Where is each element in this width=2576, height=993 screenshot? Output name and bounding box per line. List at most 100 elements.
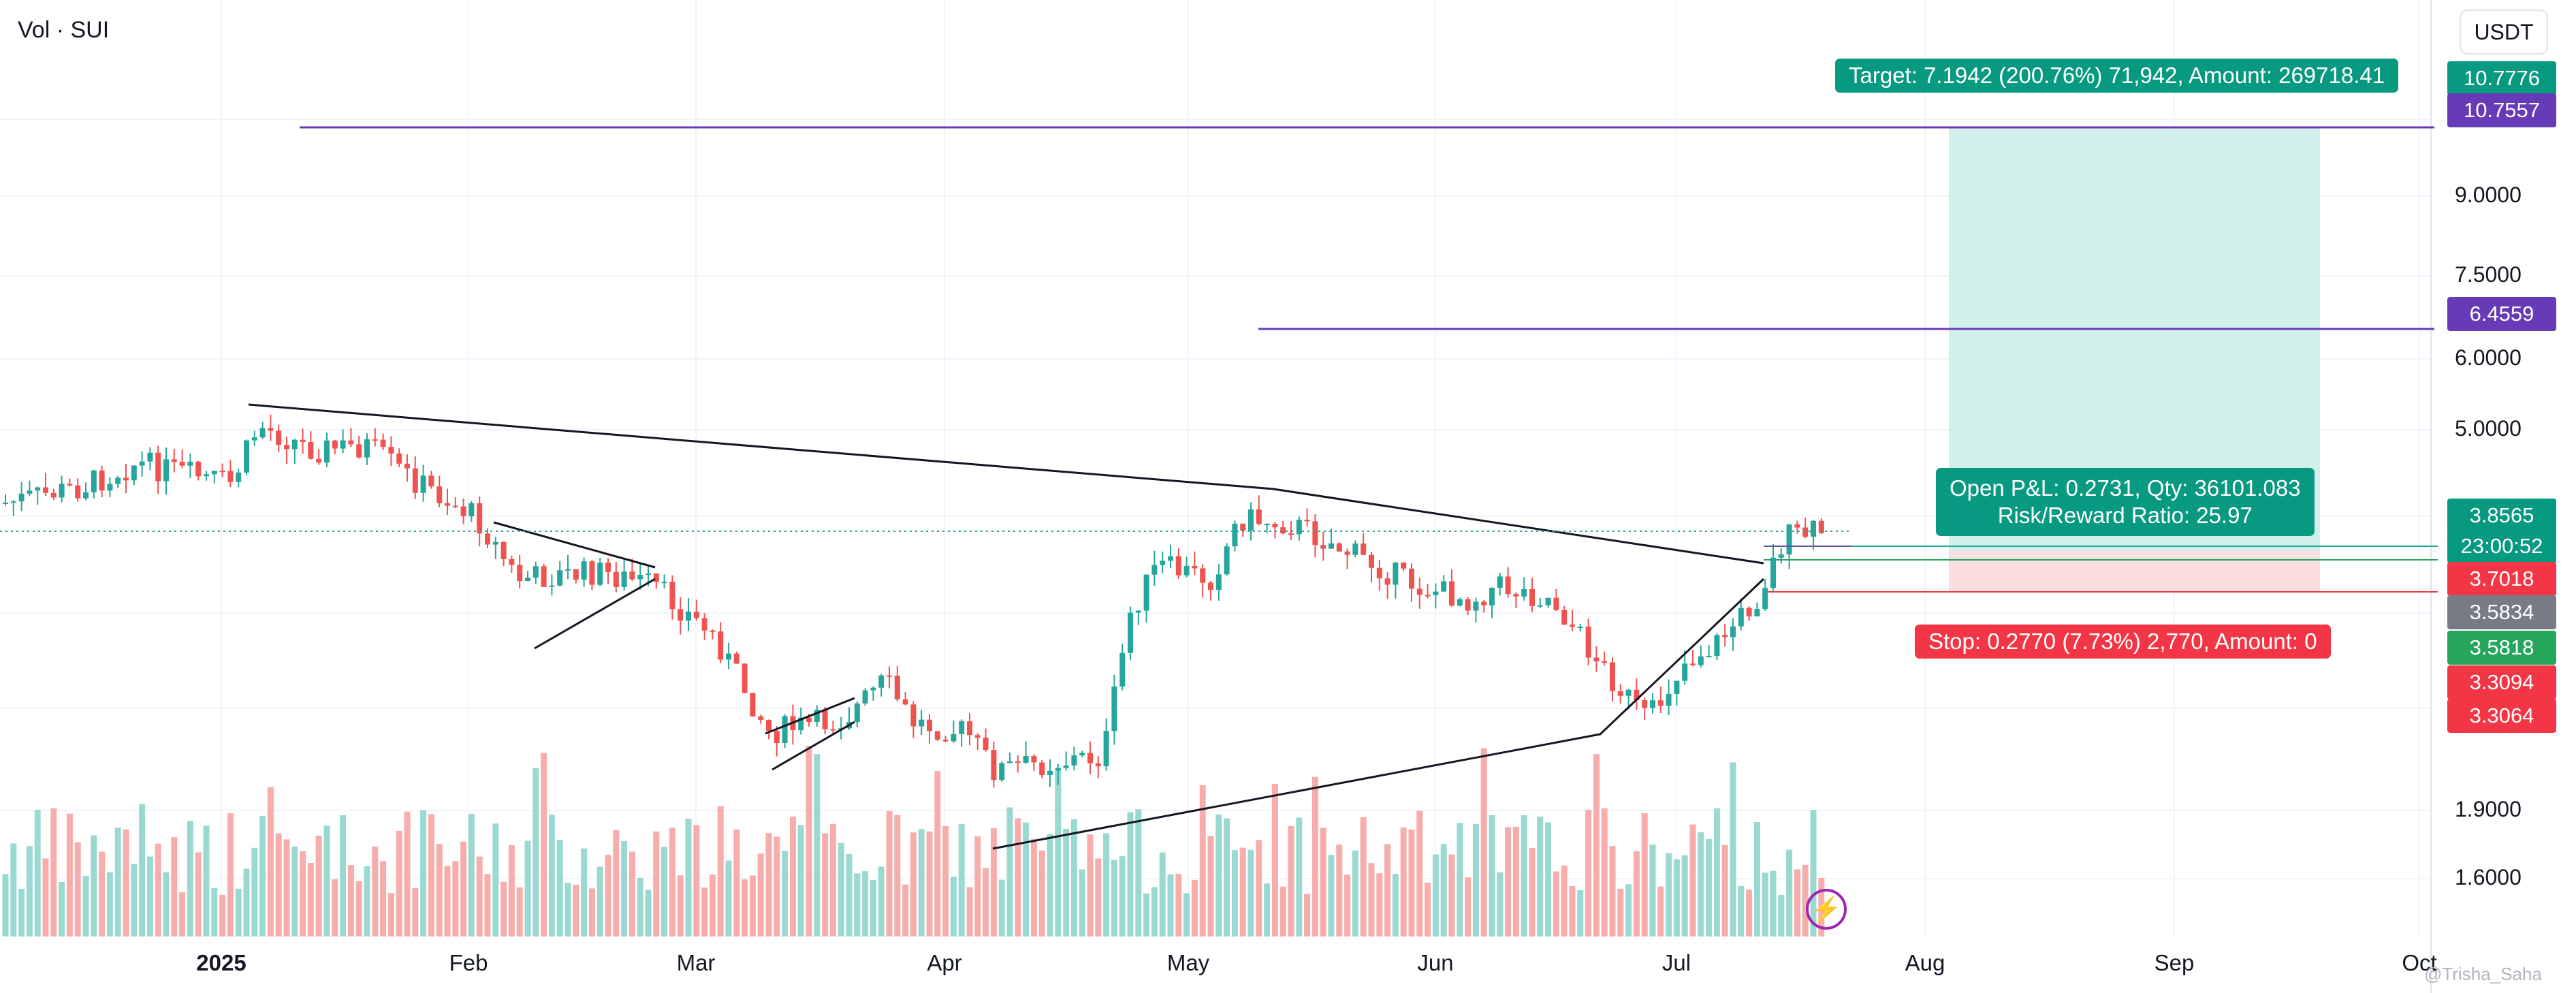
candle-body bbox=[1786, 524, 1792, 555]
volume-bar bbox=[1199, 785, 1206, 936]
candle-body bbox=[742, 663, 748, 693]
volume-bar bbox=[1328, 855, 1335, 936]
candle-body bbox=[1425, 595, 1431, 597]
candle-body bbox=[276, 430, 282, 445]
stop-label[interactable]: Stop: 0.2770 (7.73%) 2,770, Amount: 0 bbox=[1915, 625, 2331, 659]
volume-bar bbox=[195, 852, 202, 936]
volume-bar bbox=[106, 872, 113, 936]
candle-body bbox=[1143, 574, 1149, 611]
candle-body bbox=[1055, 768, 1061, 771]
currency-unit-button[interactable]: USDT bbox=[2460, 10, 2548, 54]
volume-bar bbox=[1706, 838, 1713, 936]
indicator-legend[interactable]: Vol · SUI bbox=[18, 17, 110, 43]
candle-body bbox=[774, 731, 780, 744]
volume-bar bbox=[733, 829, 740, 936]
volume-bar bbox=[1738, 885, 1745, 936]
candle-body bbox=[557, 570, 563, 586]
candle-body bbox=[887, 675, 892, 677]
volume-bar bbox=[114, 827, 121, 936]
candle-body bbox=[1682, 663, 1688, 681]
volume-bar bbox=[605, 855, 611, 936]
candle-body bbox=[1625, 689, 1632, 696]
volume-bar bbox=[645, 889, 652, 936]
channel-upper-line bbox=[765, 697, 855, 735]
price-tick: 9.0000 bbox=[2455, 183, 2522, 207]
candle-body bbox=[902, 699, 908, 705]
time-tick: 2025 bbox=[196, 950, 247, 975]
candle-body bbox=[637, 575, 643, 580]
volume-bar bbox=[1432, 854, 1439, 936]
candle-body bbox=[171, 459, 177, 462]
volume-bar bbox=[1489, 815, 1495, 936]
candle-body bbox=[236, 472, 242, 482]
volume-bar bbox=[1023, 822, 1030, 936]
volume-bar bbox=[452, 861, 459, 936]
volume-bar bbox=[1666, 853, 1672, 936]
candle-body bbox=[726, 653, 731, 660]
volume-bar bbox=[1472, 823, 1479, 936]
volume-bar bbox=[1070, 819, 1077, 936]
target-label[interactable]: Target: 7.1942 (200.76%) 71,942, Amount:… bbox=[1835, 59, 2399, 93]
candle-body bbox=[1256, 509, 1262, 524]
volume-bar bbox=[1175, 873, 1182, 936]
lightning-icon[interactable]: ⚡ bbox=[1806, 889, 1847, 930]
volume-bar bbox=[91, 835, 97, 936]
candle-body bbox=[1352, 543, 1358, 555]
drawings bbox=[0, 126, 2434, 850]
candle-body bbox=[1175, 556, 1181, 576]
volume-bar bbox=[1810, 810, 1817, 936]
price-axis-label: 3.5818 bbox=[2447, 631, 2556, 665]
candle-body bbox=[1818, 520, 1824, 533]
open-pnl-label[interactable]: Open P&L: 0.2731, Qty: 36101.083 Risk/Re… bbox=[1936, 468, 2315, 536]
volume-bar bbox=[661, 847, 668, 936]
volume-bar bbox=[50, 808, 57, 936]
price-axis-label: 3.3064 bbox=[2447, 699, 2556, 733]
volume-bar bbox=[902, 884, 909, 936]
volume-bar bbox=[1416, 810, 1423, 936]
volume-bar bbox=[588, 888, 595, 936]
candle-body bbox=[1730, 626, 1736, 637]
candle-body bbox=[589, 561, 595, 585]
candle-body bbox=[268, 428, 274, 431]
volume-bar bbox=[26, 846, 33, 936]
candle-body bbox=[107, 484, 113, 491]
candle-body bbox=[445, 503, 450, 506]
time-tick: Mar bbox=[676, 950, 716, 975]
candle-body bbox=[1802, 527, 1809, 537]
volume-bar bbox=[782, 851, 789, 936]
volume-bar bbox=[950, 877, 957, 936]
volume-bar bbox=[685, 819, 692, 936]
candle-body bbox=[646, 573, 651, 576]
candle-body bbox=[718, 631, 724, 660]
candle-body bbox=[163, 459, 169, 482]
candle-body bbox=[1698, 656, 1704, 665]
volume-bar bbox=[1384, 844, 1391, 936]
volume-bar bbox=[1304, 894, 1311, 936]
volume-bar bbox=[1368, 863, 1375, 936]
volume-bar bbox=[1159, 852, 1166, 936]
candle-body bbox=[1128, 612, 1133, 653]
volume-bar bbox=[1207, 836, 1214, 936]
candle-body bbox=[1634, 689, 1640, 701]
candle-body bbox=[1610, 662, 1615, 691]
time-tick: Oct bbox=[2402, 950, 2437, 975]
candle-body bbox=[1393, 562, 1399, 585]
candle-body bbox=[693, 611, 699, 618]
time-tick: Apr bbox=[927, 950, 962, 975]
candle-body bbox=[3, 502, 8, 504]
volume-bar bbox=[364, 866, 370, 936]
volume-bar bbox=[854, 873, 861, 936]
candle-body bbox=[1754, 608, 1760, 617]
candle-body bbox=[1232, 523, 1238, 547]
candle-body bbox=[412, 468, 418, 493]
candle-body bbox=[1200, 568, 1206, 583]
volume-bar bbox=[300, 851, 306, 936]
volume-bar bbox=[806, 746, 812, 936]
volume-bar bbox=[1247, 849, 1254, 936]
volume-bar bbox=[1577, 890, 1584, 936]
volume-bar bbox=[259, 816, 266, 936]
candle-body bbox=[452, 505, 458, 507]
volume-bar bbox=[1625, 884, 1632, 936]
volume-bar bbox=[307, 863, 314, 936]
candle-body bbox=[1674, 680, 1680, 694]
